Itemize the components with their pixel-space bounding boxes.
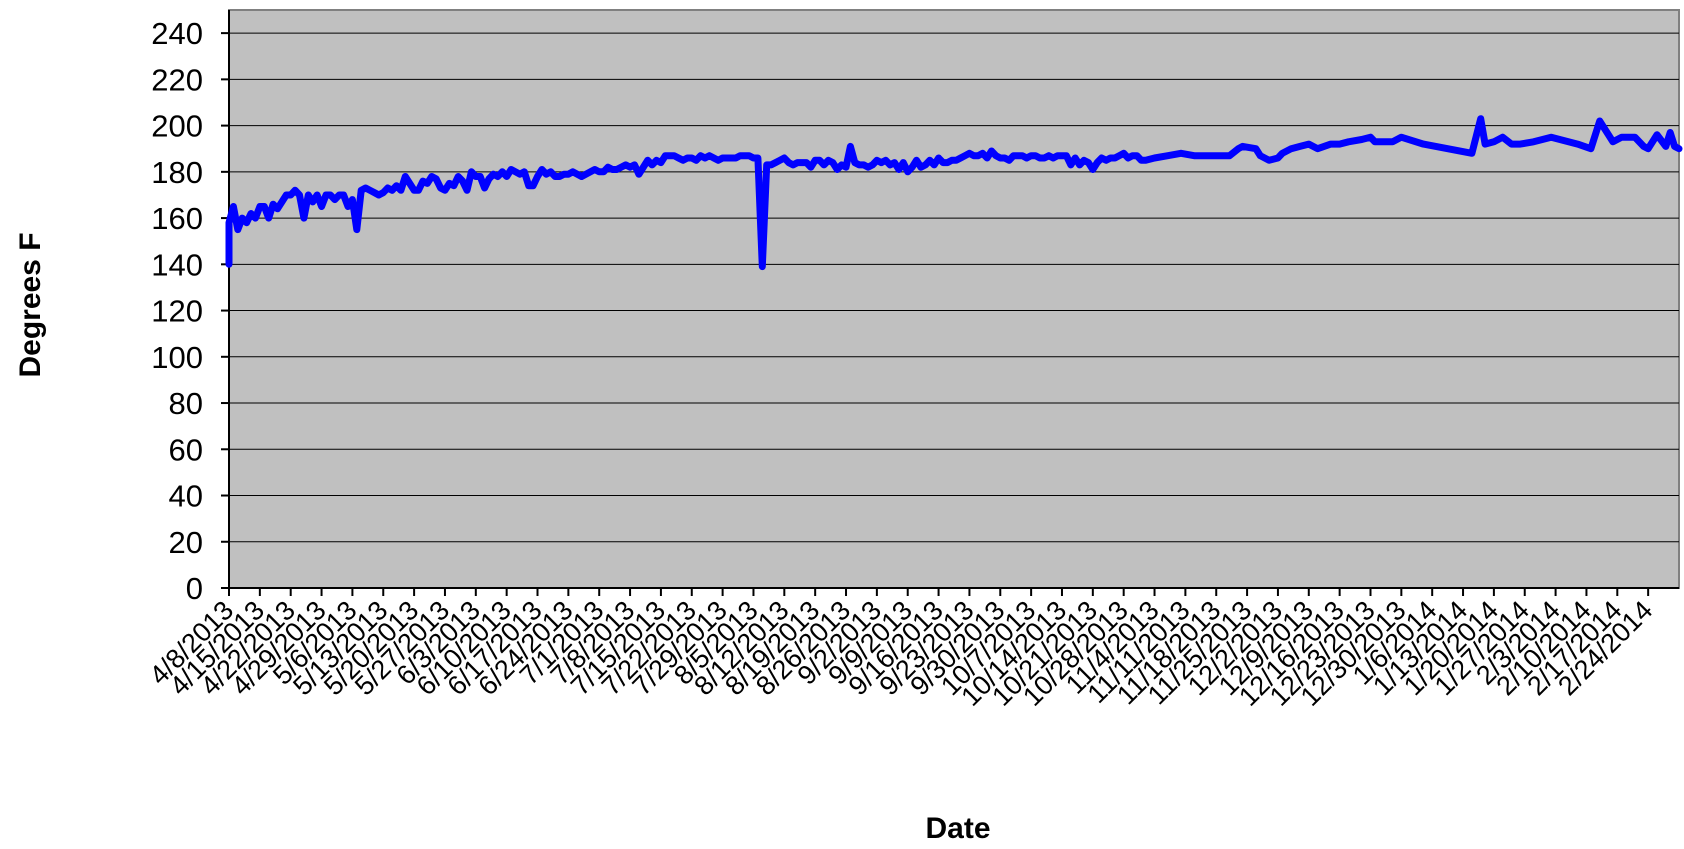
y-tick-label: 60 xyxy=(169,432,203,467)
y-tick-label: 160 xyxy=(151,201,203,236)
series-group xyxy=(225,115,1683,271)
series-line xyxy=(225,115,1683,271)
y-tick-label: 40 xyxy=(169,479,203,514)
y-tick-label: 200 xyxy=(151,109,203,144)
y-tick-label: 80 xyxy=(169,386,203,421)
y-tick-label: 240 xyxy=(151,16,203,51)
y-tick-label: 220 xyxy=(151,62,203,97)
x-axis-title: Date xyxy=(925,812,990,845)
y-tick-label: 140 xyxy=(151,247,203,282)
y-tick-label: 100 xyxy=(151,340,203,375)
y-tick-label: 180 xyxy=(151,155,203,190)
y-axis-ticks: 0 20 40 60 80 100 120 140 160 180 200 220 240 xyxy=(151,16,229,606)
gridlines xyxy=(229,32,1679,543)
y-tick-label: 120 xyxy=(151,294,203,329)
y-tick-label: 20 xyxy=(169,525,203,560)
y-tick-label: 0 xyxy=(186,571,203,606)
x-axis-ticks: 4/8/20134/15/20134/22/20134/29/20135/6/2… xyxy=(144,588,1658,712)
plot-area xyxy=(228,9,1680,589)
y-axis-title: Degrees F xyxy=(14,232,47,377)
